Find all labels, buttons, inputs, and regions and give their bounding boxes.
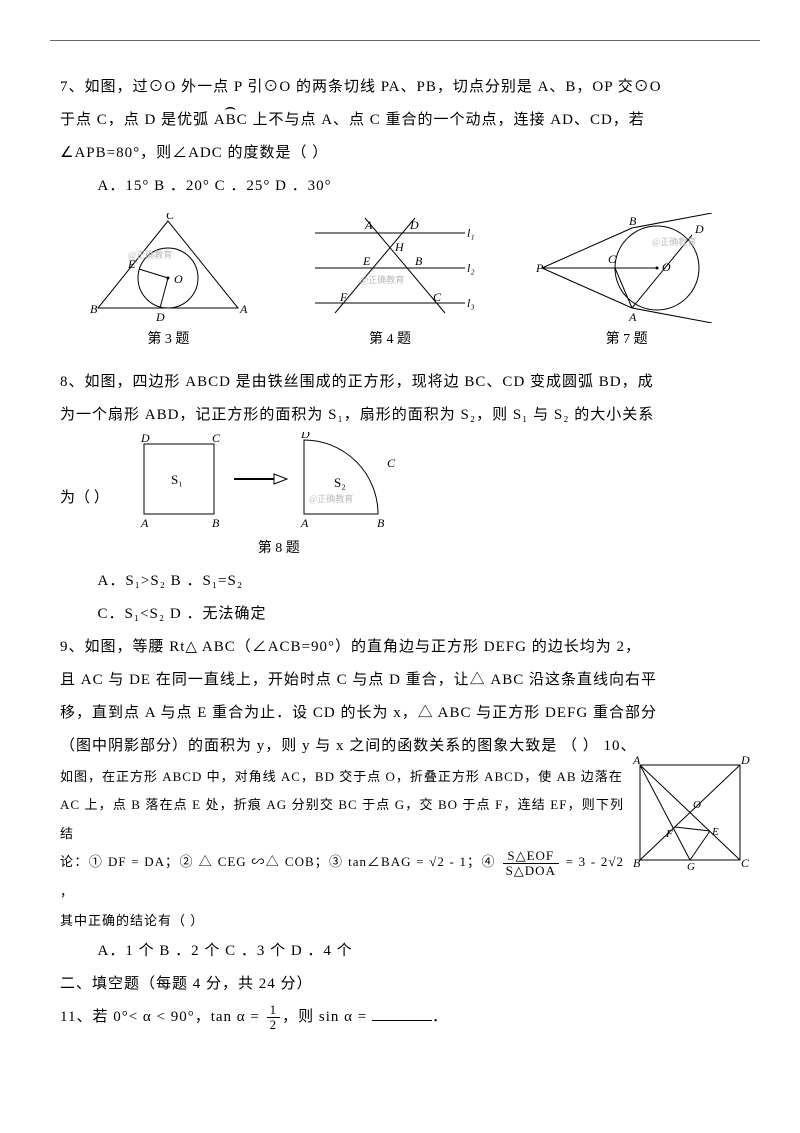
- q11-den: 2: [267, 1018, 281, 1032]
- watermark: @正确教育: [652, 236, 696, 247]
- q8-for: 为（ ）: [60, 482, 109, 515]
- svg-text:A: A: [239, 302, 248, 316]
- svg-text:P: P: [535, 261, 544, 275]
- q8-line2: 为一个扇形 ABD，记正方形的面积为 S₁，扇形的面积为 S₂，则 S₁ 与 S…: [60, 399, 750, 432]
- q8-opt-ab: A．S₁>S₂ B ．S₁=S₂: [60, 565, 750, 598]
- q8-opt-cd: C．S₁<S₂ D ．无法确定: [60, 598, 750, 631]
- svg-text:O: O: [174, 272, 183, 286]
- svg-text:S₁: S₁: [171, 472, 183, 487]
- q7-line3: ∠APB=80°，则∠ADC 的度数是（ ）: [60, 137, 750, 170]
- svg-text:A: A: [364, 218, 373, 232]
- top-rule: [50, 40, 760, 41]
- svg-text:D: D: [140, 432, 150, 445]
- svg-text:D: D: [409, 218, 419, 232]
- q8-line1: 8、如图，四边形 ABCD 是由铁丝围成的正方形，现将边 BC、CD 变成圆弧 …: [60, 366, 750, 399]
- fig3-block: C B A E O D @正确教育 第 3 题: [88, 213, 248, 356]
- q11-b: ，则 sin α =: [282, 1009, 372, 1025]
- svg-text:F: F: [339, 290, 348, 304]
- q11-frac: 12: [267, 1003, 281, 1033]
- q10-frac-den: S△DOA: [503, 864, 559, 878]
- svg-text:A: A: [140, 516, 149, 530]
- svg-text:D: D: [300, 432, 310, 441]
- fig8-block: D C A B S₁ D A B C S₂ @正确教育 第 8 题: [129, 432, 429, 565]
- q10-frac: S△EOFS△DOA: [503, 849, 559, 879]
- q7-l2b: 上不与点 A、点 C 重合的一个动点，连接 AD、CD，若: [248, 112, 645, 128]
- fig7-block: P B A C O D @正确教育 第 7 题: [532, 213, 722, 356]
- fig3-svg: C B A E O D @正确教育: [88, 213, 248, 323]
- q8-figure-row: 为（ ） D C A B S₁ D A B C S₂ @正确: [60, 432, 750, 565]
- q10-l3a: 论：① DF = DA；② △ CEG ∽△ COB；③ tan∠BAG =: [60, 854, 429, 869]
- svg-text:D: D: [155, 310, 165, 323]
- svg-text:C: C: [608, 252, 617, 266]
- sqrt2-b: √2: [608, 854, 624, 869]
- fig4-cap: 第 4 题: [305, 325, 475, 356]
- watermark: @正确教育: [309, 493, 353, 504]
- svg-text:C: C: [166, 213, 175, 222]
- svg-text:O: O: [693, 799, 701, 811]
- section2-title: 二、填空题（每题 4 分，共 24 分）: [60, 968, 750, 1001]
- fig4-svg: A D H E B F C l₁ l₂ l₃ @正确教育: [305, 213, 475, 323]
- svg-text:B: B: [415, 254, 423, 268]
- arc-abc: ABC: [214, 104, 248, 137]
- fig3-cap: 第 3 题: [88, 325, 248, 356]
- q11: 11、若 0°< α < 90°，tan α = 12，则 sin α = ．: [60, 1001, 750, 1034]
- q10-l3d: ，: [60, 884, 74, 899]
- watermark: @正确教育: [128, 249, 172, 260]
- svg-text:C: C: [433, 290, 442, 304]
- q10-l3b: - 1；④: [445, 854, 501, 869]
- q10-l3c: = 3 - 2: [561, 854, 608, 869]
- svg-text:C: C: [741, 856, 750, 870]
- svg-text:E: E: [362, 254, 371, 268]
- q9-line2: 且 AC 与 DE 在同一直线上，开始时点 C 与点 D 重合，让△ ABC 沿…: [60, 664, 750, 697]
- svg-text:G: G: [687, 861, 695, 870]
- q7-opts: A．15° B ．20° C ．25° D ．30°: [60, 170, 750, 203]
- svg-text:D: D: [694, 222, 704, 236]
- q7-line1: 7、如图，过⊙O 外一点 P 引⊙O 的两条切线 PA、PB，切点分别是 A、B…: [60, 71, 750, 104]
- svg-text:A: A: [300, 516, 309, 530]
- watermark: @正确教育: [360, 274, 404, 285]
- q9-line1: 9、如图，等腰 Rt△ ABC（∠ACB=90°）的直角边与正方形 DEFG 的…: [60, 631, 750, 664]
- q10-line4: 其中正确的结论有（ ）: [60, 907, 750, 936]
- svg-text:S₂: S₂: [334, 475, 346, 490]
- svg-text:B: B: [629, 214, 637, 228]
- fig7-cap: 第 7 题: [532, 325, 722, 356]
- svg-text:A: A: [628, 310, 637, 323]
- q11-blank: [372, 1020, 432, 1021]
- svg-text:l₂: l₂: [467, 261, 475, 275]
- svg-text:B: B: [90, 302, 98, 316]
- q10-frac-num: S△EOF: [503, 849, 559, 864]
- fig4-block: A D H E B F C l₁ l₂ l₃ @正确教育 第 4 题: [305, 213, 475, 356]
- fig10-svg: A D B C O F E G: [630, 755, 750, 870]
- fig7-svg: P B A C O D @正确教育: [532, 213, 722, 323]
- svg-text:F: F: [665, 828, 673, 840]
- svg-text:O: O: [662, 260, 671, 274]
- fig10-block: A D B C O F E G: [630, 755, 750, 870]
- figure-row-1: C B A E O D @正确教育 第 3 题 A D H E B: [60, 213, 750, 356]
- svg-text:B: B: [377, 516, 385, 530]
- fig8-svg: D C A B S₁ D A B C S₂ @正确教育: [129, 432, 429, 532]
- svg-text:C: C: [387, 456, 396, 470]
- q10-opts: A．1 个 B ．2 个 C ．3 个 D ．4 个: [60, 935, 750, 968]
- svg-text:D: D: [740, 755, 750, 767]
- svg-text:l₃: l₃: [467, 296, 475, 310]
- q7-line2: 于点 C，点 D 是优弧 ABC 上不与点 A、点 C 重合的一个动点，连接 A…: [60, 104, 750, 137]
- svg-text:B: B: [212, 516, 220, 530]
- svg-text:H: H: [394, 240, 405, 254]
- q11-a: 11、若 0°< α < 90°，tan α =: [60, 1009, 265, 1025]
- sqrt2-a: √2: [429, 854, 445, 869]
- q11-num: 1: [267, 1003, 281, 1018]
- svg-text:C: C: [212, 432, 221, 445]
- svg-text:l₁: l₁: [467, 226, 475, 240]
- q7-l2a: 于点 C，点 D 是优弧: [60, 112, 214, 128]
- q9-line3: 移，直到点 A 与点 E 重合为止．设 CD 的长为 x，△ ABC 与正方形 …: [60, 697, 750, 730]
- fig8-cap: 第 8 题: [129, 534, 429, 565]
- svg-text:B: B: [633, 856, 641, 870]
- svg-text:E: E: [711, 826, 719, 838]
